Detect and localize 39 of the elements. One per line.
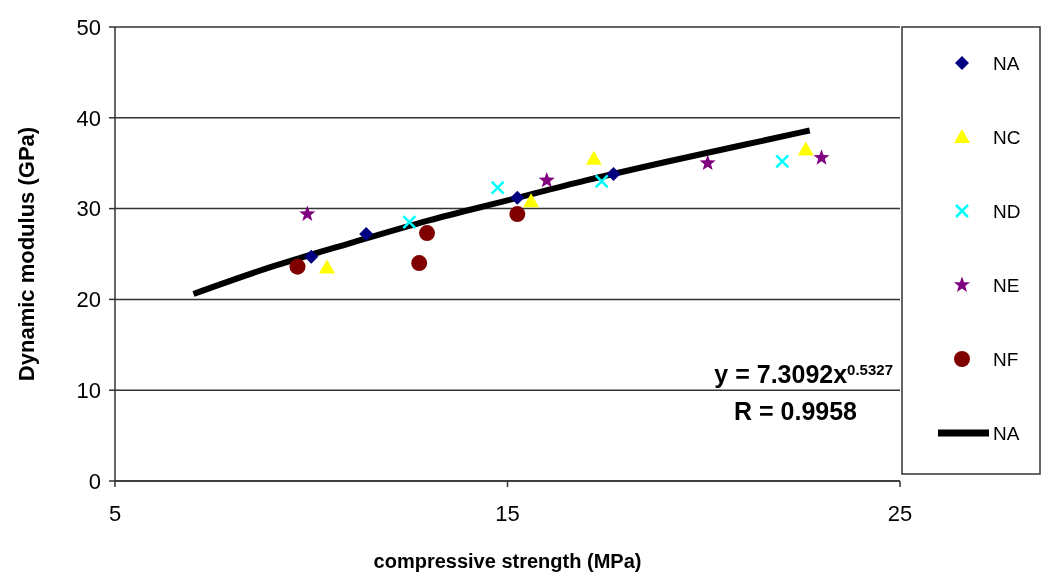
point xyxy=(299,205,316,221)
y-tick-label: 30 xyxy=(76,196,101,222)
point xyxy=(509,206,526,223)
point xyxy=(402,214,417,230)
point xyxy=(510,190,525,205)
x-tick-label: 25 xyxy=(887,501,913,526)
x-tick-label: 15 xyxy=(495,501,520,526)
point xyxy=(318,259,335,274)
point xyxy=(775,154,790,169)
x-tick-label: 5 xyxy=(108,501,122,526)
annotation: y = 7.3092x$^{0.5327}$ xyxy=(714,360,893,388)
point xyxy=(523,193,540,208)
point xyxy=(699,154,716,171)
point xyxy=(490,180,505,195)
legend-label: NF xyxy=(993,349,1019,370)
legend-label: NC xyxy=(993,127,1021,148)
legend-label: NA xyxy=(993,53,1020,74)
legend-label: NE xyxy=(993,275,1020,296)
point xyxy=(411,255,428,272)
point xyxy=(594,174,609,189)
point xyxy=(606,167,621,182)
y-tick-label: 20 xyxy=(76,287,101,313)
annotation: R = 0.9958 xyxy=(733,397,858,425)
y-tick-label: 0 xyxy=(88,468,101,494)
legend-label: NA xyxy=(993,423,1020,444)
x-axis-title: compressive strength (MPa) xyxy=(373,550,642,572)
legend-label: ND xyxy=(993,201,1021,222)
point xyxy=(797,141,814,156)
y-axis-title: Dynamic modulus (GPa) xyxy=(14,126,39,382)
point xyxy=(538,171,555,188)
y-tick-label: 10 xyxy=(76,377,101,403)
point xyxy=(419,225,436,242)
point xyxy=(359,227,374,242)
y-tick-label: 40 xyxy=(76,105,101,131)
point xyxy=(585,150,602,165)
point xyxy=(304,249,319,264)
point xyxy=(813,149,830,165)
point xyxy=(289,258,306,275)
y-tick-label: 50 xyxy=(76,14,101,40)
